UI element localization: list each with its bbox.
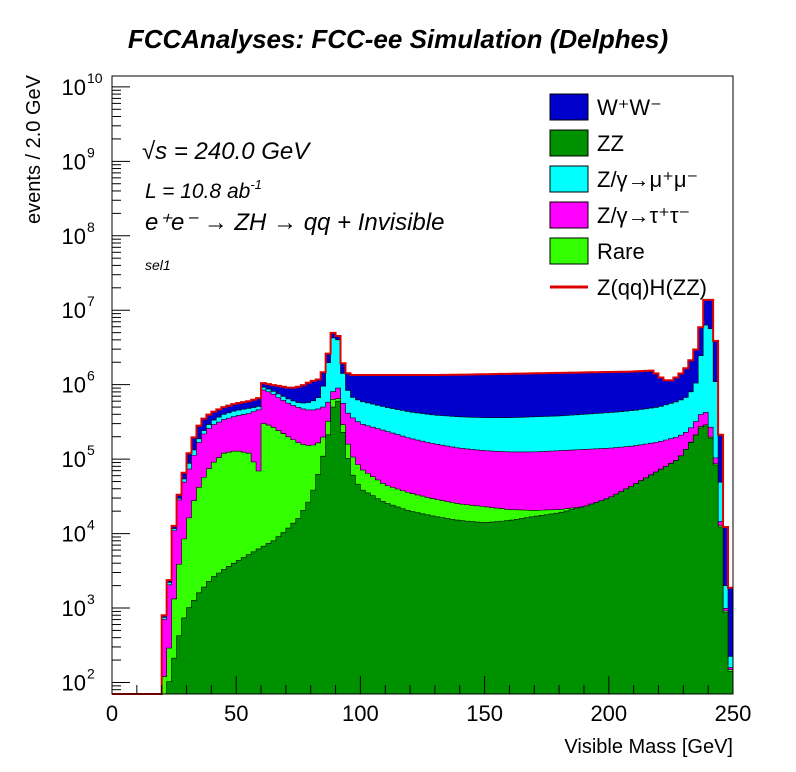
y-tick-label-0: 10 [62, 670, 86, 695]
lumi-exponent: -1 [250, 177, 262, 192]
sqrt-s-value: = 240.0 GeV [167, 138, 311, 165]
process-label: e⁺e⁻ → ZH → qq + Invisible [145, 209, 444, 236]
y-tick-label-1: 10 [62, 596, 86, 621]
signal-line-zqq-hzz [112, 298, 733, 695]
legend-label-5: Z(qq)H(ZZ) [597, 275, 707, 300]
y-tick-exponent-7: 9 [87, 144, 95, 160]
y-tick-exponent-6: 8 [87, 219, 95, 235]
chart-title: FCCAnalyses: FCC-ee Simulation (Delphes) [128, 24, 668, 54]
y-tick-label-5: 10 [62, 298, 86, 323]
sqrt-s-symbol: √s [142, 138, 167, 165]
y-tick-label-3: 10 [62, 447, 86, 472]
y-axis-label: events / 2.0 GeV [23, 74, 45, 224]
svg-text:L = 10.8 ab-1: L = 10.8 ab-1 [145, 177, 262, 203]
stacked-bars [112, 299, 734, 695]
legend-swatch-3 [549, 165, 589, 193]
y-tick-exponent-5: 7 [87, 293, 95, 309]
stack-0 [112, 400, 734, 695]
x-axis-ticks: 0 50 100 150 200 250 [106, 676, 751, 726]
y-tick-exponent-1: 3 [87, 591, 95, 607]
legend: W⁺W⁻ ZZ Z/γ→μ⁺μ⁻ Z/γ→τ⁺τ⁻ Rare Z(qq)H(ZZ) [549, 93, 707, 300]
y-tick-exponent-4: 6 [87, 368, 95, 384]
y-tick-label-2: 10 [62, 522, 86, 547]
y-tick-exponent-2: 4 [87, 517, 95, 533]
lumi-text: L = 10.8 ab [145, 180, 251, 203]
svg-text:√s = 240.0 GeV: √s = 240.0 GeV [142, 138, 311, 165]
selection-label: sel1 [145, 257, 171, 273]
legend-label-4: W⁺W⁻ [597, 95, 662, 120]
x-tick-label-5: 250 [715, 701, 752, 726]
y-tick-label-6: 10 [62, 224, 86, 249]
x-tick-label-4: 200 [590, 701, 627, 726]
legend-label-3: Z/γ→μ⁺μ⁻ [597, 167, 698, 192]
legend-label-0: ZZ [597, 131, 624, 156]
legend-swatch-1 [549, 237, 589, 265]
x-axis-label: Visible Mass [GeV] [564, 736, 733, 758]
legend-label-2: Z/γ→τ⁺τ⁻ [597, 203, 690, 228]
y-tick-exponent-8: 10 [87, 70, 103, 86]
y-tick-label-7: 10 [62, 149, 86, 174]
legend-swatch-2 [549, 201, 589, 229]
x-tick-label-0: 0 [106, 701, 118, 726]
legend-swatch-4 [549, 93, 589, 121]
annotation-block: √s = 240.0 GeV L = 10.8 ab-1 e⁺e⁻ → ZH →… [142, 138, 444, 273]
x-tick-label-1: 50 [224, 701, 248, 726]
y-tick-exponent-3: 5 [87, 442, 95, 458]
y-tick-label-8: 10 [62, 75, 86, 100]
x-tick-label-2: 100 [342, 701, 379, 726]
y-tick-label-4: 10 [62, 373, 86, 398]
x-tick-label-3: 150 [466, 701, 503, 726]
legend-swatch-0 [549, 129, 589, 157]
y-tick-exponent-0: 2 [87, 665, 95, 681]
legend-label-1: Rare [597, 239, 645, 264]
